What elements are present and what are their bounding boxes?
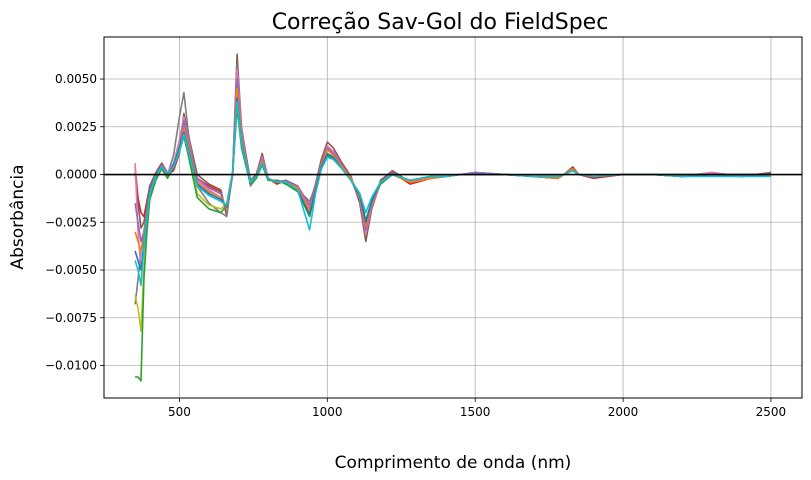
x-tick-label: 2500: [756, 405, 787, 419]
y-axis-ticks: −0.0100 −0.0075 −0.0050 −0.0025 0.0000 0.0025…: [45, 72, 104, 373]
y-axis-label: Absorbância: [8, 164, 28, 269]
x-tick-label: 1500: [460, 405, 491, 419]
axes-frame: [103, 36, 803, 399]
y-tick-label: 0.0025: [55, 120, 97, 134]
series-line-8: [134, 87, 771, 252]
series-line-1: [134, 74, 772, 233]
y-tick-label: −0.0050: [45, 263, 97, 277]
x-tick-label: 500: [168, 405, 191, 419]
x-tick-label: 2000: [608, 405, 639, 419]
y-tick-label: −0.0025: [45, 215, 97, 229]
series-line-4: [134, 68, 771, 271]
y-tick-label: 0.0050: [55, 72, 97, 86]
x-tick-label: 1000: [312, 405, 343, 419]
x-axis-ticks: 500 1000 1500 2000 2500: [168, 398, 786, 419]
series-line-7: [134, 78, 771, 243]
grid: [104, 37, 802, 398]
series-line-5: [134, 97, 771, 332]
series-line-2: [134, 53, 772, 243]
y-tick-label: 0.0000: [55, 168, 97, 182]
y-tick-label: −0.0075: [45, 311, 97, 325]
x-axis-label: Comprimento de onda (nm): [335, 453, 572, 473]
plot-area: [134, 53, 772, 382]
chart-title: Correção Sav-Gol do FieldSpec: [272, 10, 609, 35]
series-line-6: [135, 106, 771, 382]
y-tick-label: −0.0100: [45, 359, 97, 373]
